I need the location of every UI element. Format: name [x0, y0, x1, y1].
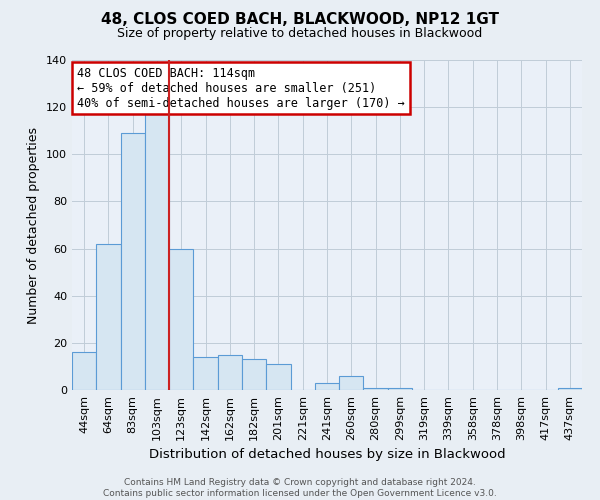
Text: Size of property relative to detached houses in Blackwood: Size of property relative to detached ho…: [118, 28, 482, 40]
Text: Contains HM Land Registry data © Crown copyright and database right 2024.
Contai: Contains HM Land Registry data © Crown c…: [103, 478, 497, 498]
Bar: [121, 133, 145, 390]
Bar: [388, 388, 412, 390]
Y-axis label: Number of detached properties: Number of detached properties: [28, 126, 40, 324]
Bar: [72, 352, 96, 390]
Bar: [169, 248, 193, 390]
X-axis label: Distribution of detached houses by size in Blackwood: Distribution of detached houses by size …: [149, 448, 505, 462]
Bar: [339, 376, 364, 390]
Text: 48, CLOS COED BACH, BLACKWOOD, NP12 1GT: 48, CLOS COED BACH, BLACKWOOD, NP12 1GT: [101, 12, 499, 28]
Bar: [558, 388, 582, 390]
Bar: [315, 383, 339, 390]
Bar: [145, 114, 169, 390]
Bar: [96, 244, 121, 390]
Bar: [218, 354, 242, 390]
Bar: [193, 357, 218, 390]
Bar: [242, 360, 266, 390]
Text: 48 CLOS COED BACH: 114sqm
← 59% of detached houses are smaller (251)
40% of semi: 48 CLOS COED BACH: 114sqm ← 59% of detac…: [77, 66, 405, 110]
Bar: [364, 388, 388, 390]
Bar: [266, 364, 290, 390]
